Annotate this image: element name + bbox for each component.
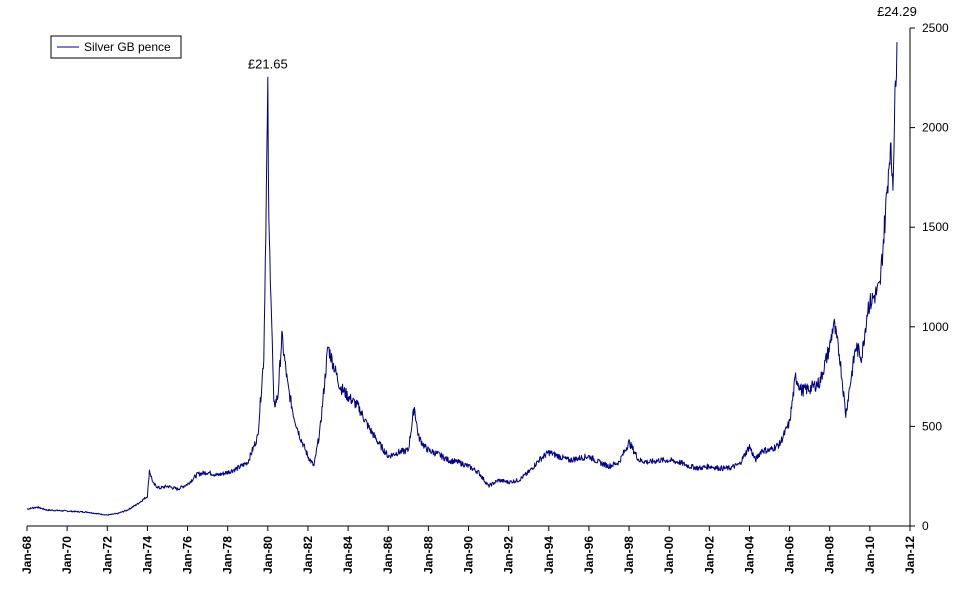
annotation-label: £21.65: [248, 57, 288, 72]
annotation-layer: £21.65 £24.29: [248, 4, 917, 72]
x-tick-label: Jan-88: [421, 536, 435, 574]
y-tick-label: 0: [922, 519, 929, 533]
x-tick-label: Jan-10: [863, 536, 877, 574]
x-tick-label: Jan-00: [662, 536, 676, 574]
x-axis: Jan-68 Jan-70 Jan-72 Jan-74 Jan-76 Jan-78 Jan-…: [20, 525, 917, 574]
x-tick-label: Jan-98: [622, 536, 636, 574]
x-tick-label: Jan-76: [181, 536, 195, 574]
x-tick-label: Jan-90: [462, 536, 476, 574]
x-tick-label: Jan-96: [582, 536, 596, 574]
x-tick-label: Jan-72: [100, 536, 114, 574]
x-tick-label: Jan-92: [502, 536, 516, 574]
series-layer: [26, 42, 898, 516]
legend-box: [50, 35, 182, 59]
x-tick-label: Jan-78: [221, 536, 235, 574]
legend: Silver GB pence: [50, 35, 182, 59]
y-tick-label: 2000: [922, 121, 949, 135]
x-tick-label: Jan-74: [140, 536, 154, 574]
x-tick-label: Jan-06: [783, 536, 797, 574]
x-tick-label: Jan-04: [742, 536, 756, 574]
y-tick-label: 1500: [922, 220, 949, 234]
x-tick-label: Jan-68: [20, 536, 34, 574]
y-tick-label: 1000: [922, 320, 949, 334]
x-tick-label: Jan-94: [542, 536, 556, 574]
x-tick-label: Jan-82: [301, 536, 315, 574]
y-axis: 0 500 1000 1500 2000 2500: [909, 21, 949, 533]
y-tick-label: 2500: [922, 21, 949, 35]
x-tick-label: Jan-08: [823, 536, 837, 574]
x-tick-label: Jan-70: [60, 536, 74, 574]
legend-label: Silver GB pence: [84, 40, 171, 54]
x-tick-label: Jan-02: [702, 536, 716, 574]
x-tick-label: Jan-12: [903, 536, 917, 574]
series-line-0: [26, 42, 898, 516]
x-tick-label: Jan-86: [381, 536, 395, 574]
annotation-label: £24.29: [877, 4, 917, 19]
x-tick-label: Jan-80: [261, 536, 275, 574]
y-tick-label: 500: [922, 419, 942, 433]
x-tick-label: Jan-84: [341, 536, 355, 574]
